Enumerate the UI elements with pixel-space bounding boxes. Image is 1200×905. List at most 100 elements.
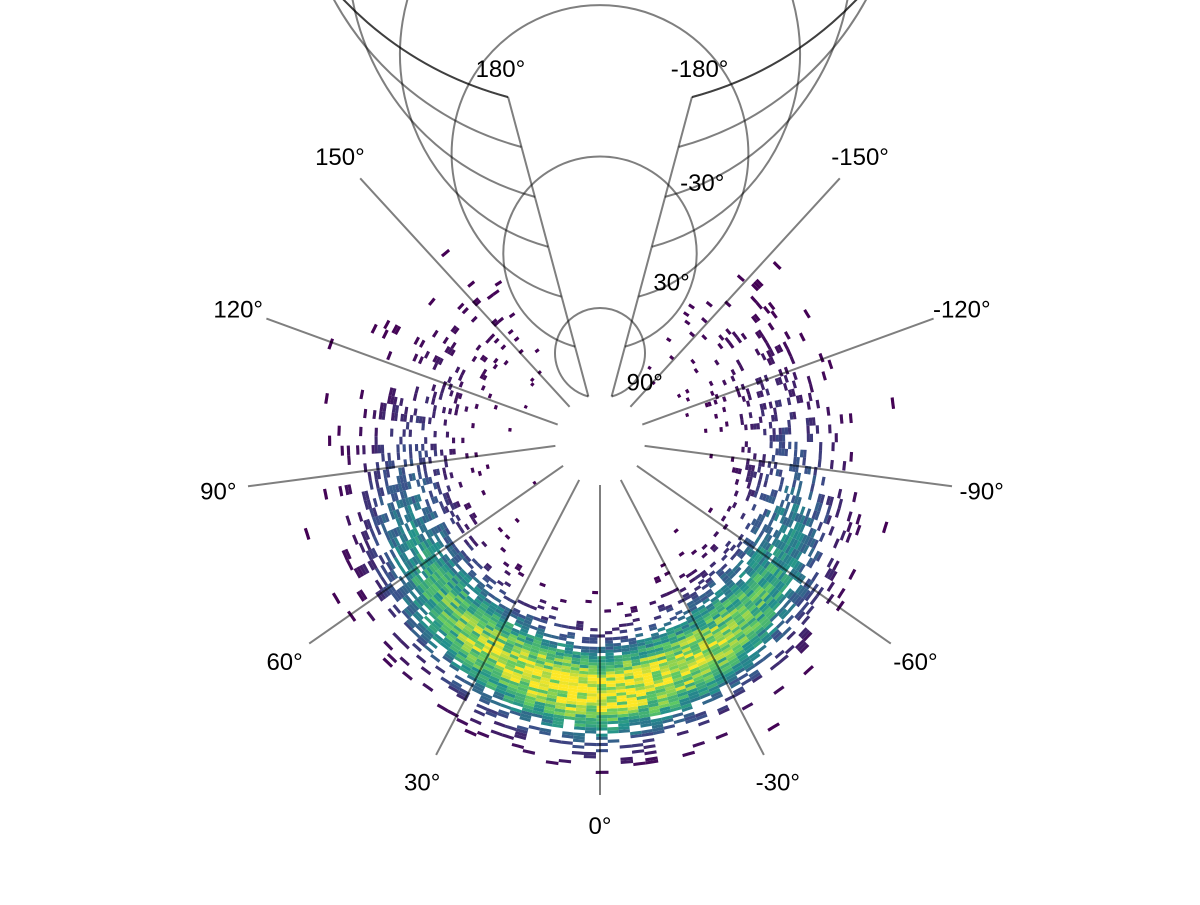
heatmap-bin: [811, 571, 820, 582]
heatmap-bin: [466, 583, 475, 591]
heatmap-bin: [735, 359, 742, 366]
heatmap-bin: [547, 688, 558, 693]
heatmap-bin: [588, 652, 598, 657]
heatmap-bin: [508, 633, 518, 640]
heatmap-bin: [486, 606, 495, 614]
heatmap-bin: [384, 477, 389, 487]
heatmap-bin: [543, 632, 552, 638]
heatmap-bin: [414, 610, 424, 620]
heatmap-bin: [391, 404, 397, 413]
heatmap-bin: [774, 633, 785, 643]
heatmap-bin: [743, 587, 752, 596]
heatmap-bin: [771, 414, 775, 422]
heatmap-bin: [471, 355, 478, 363]
heatmap-bin: [674, 682, 685, 689]
heatmap-bin: [389, 510, 396, 520]
heatmap-bin: [398, 499, 405, 508]
heatmap-bin: [627, 706, 639, 711]
heatmap-bin: [409, 451, 413, 459]
heatmap-bin: [399, 397, 404, 407]
heatmap-bin: [430, 653, 441, 663]
heatmap-bin: [686, 658, 696, 665]
heatmap-bin: [413, 494, 419, 503]
heatmap-bin: [422, 591, 431, 601]
heatmap-bin: [464, 597, 473, 606]
heatmap-bin: [798, 574, 806, 585]
heatmap-bin: [638, 648, 647, 653]
heatmap-bin: [416, 553, 424, 562]
heatmap-bin: [768, 421, 773, 429]
heatmap-bin: [460, 578, 469, 586]
heatmap-bin: [698, 719, 710, 727]
radial-gridline: [332, 0, 868, 148]
heatmap-bin: [769, 613, 779, 623]
heatmap-bin: [756, 613, 766, 622]
heatmap-bin: [607, 714, 618, 719]
heatmap-bin: [731, 501, 738, 509]
heatmap-bin: [519, 651, 530, 657]
heatmap-bin: [827, 359, 834, 370]
heatmap-bin: [746, 470, 752, 477]
heatmap-bin: [744, 441, 748, 448]
heatmap-bin: [767, 722, 780, 732]
heatmap-bin: [664, 650, 674, 656]
heatmap-bin: [460, 590, 469, 598]
heatmap-bin: [668, 661, 678, 668]
heatmap-bin: [380, 587, 389, 598]
heatmap-bin: [465, 656, 476, 664]
heatmap-bin: [688, 303, 695, 310]
heatmap-bin: [646, 649, 656, 655]
heatmap-bin: [428, 476, 433, 484]
heatmap-bin: [474, 597, 483, 605]
heatmap-bin: [759, 631, 769, 640]
heatmap-bin: [606, 705, 618, 709]
heatmap-bin: [765, 609, 774, 618]
heatmap-bin: [364, 540, 372, 551]
heatmap-bin: [385, 584, 394, 595]
heatmap-bin: [709, 625, 719, 633]
heatmap-bin: [534, 348, 540, 354]
heatmap-bin: [810, 483, 815, 493]
heatmap-bin: [527, 689, 538, 695]
heatmap-bin: [818, 532, 826, 543]
heatmap-bin: [471, 512, 478, 519]
heatmap-bin: [457, 551, 465, 560]
heatmap-bin: [414, 586, 423, 596]
heatmap-bin: [790, 486, 795, 496]
heatmap-bin: [745, 464, 750, 471]
heatmap-bin: [528, 654, 538, 660]
heatmap-bin: [635, 689, 646, 694]
heatmap-bin: [688, 640, 698, 647]
heatmap-bin: [666, 607, 674, 613]
heatmap-bin: [416, 534, 424, 543]
heatmap-bin: [717, 606, 726, 614]
heatmap-bin: [764, 525, 771, 534]
heatmap-bin: [702, 612, 711, 620]
heatmap-bin: [413, 502, 419, 511]
heatmap-bin: [502, 697, 514, 705]
heatmap-bin: [500, 703, 512, 710]
heatmap-bin: [485, 609, 494, 617]
heatmap-bin: [791, 503, 797, 512]
heatmap-bin: [739, 582, 748, 591]
heatmap-bin: [547, 649, 556, 655]
heatmap-bin: [357, 511, 364, 522]
heatmap-bin: [413, 336, 420, 345]
heatmap-bin: [694, 573, 702, 580]
heatmap-bin: [734, 478, 740, 486]
heatmap-bin: [710, 596, 718, 603]
heatmap-bin: [803, 535, 811, 545]
heatmap-bin: [829, 570, 838, 582]
heatmap-bin: [392, 604, 402, 614]
heatmap-bin: [365, 550, 373, 561]
heatmap-bin: [583, 751, 596, 756]
heatmap-bin: [328, 435, 332, 446]
heatmap-bin: [448, 559, 456, 568]
heatmap-bin: [433, 571, 442, 580]
heatmap-bin: [768, 401, 773, 409]
heatmap-bin: [784, 485, 789, 494]
heatmap-bin: [374, 579, 383, 590]
heatmap-bin: [644, 681, 654, 687]
heatmap-bin: [450, 589, 458, 597]
heatmap-bin: [730, 368, 736, 376]
